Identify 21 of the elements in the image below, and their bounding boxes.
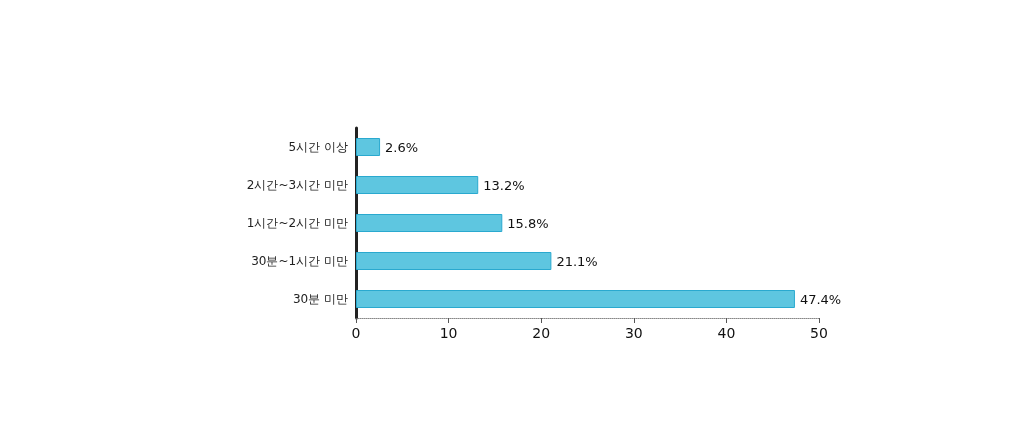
y-tick-label: 1시간~2시간 미만 — [246, 216, 348, 230]
y-tick-label: 5시간 이상 — [288, 140, 348, 154]
y-tick-label: 2시간~3시간 미만 — [246, 178, 348, 192]
x-tick-label: 30 — [624, 325, 643, 341]
y-tick-label: 30분~1시간 미만 — [251, 254, 348, 268]
bar — [356, 290, 795, 308]
x-tick-label: 40 — [717, 325, 736, 341]
data-label: 15.8% — [507, 215, 549, 231]
y-tick-label: 30분 미만 — [292, 292, 348, 306]
data-label: 47.4% — [799, 291, 842, 307]
x-tick-label: 20 — [532, 325, 551, 341]
bar — [356, 176, 479, 194]
bar — [356, 252, 552, 270]
data-label: 13.2% — [483, 177, 525, 193]
bar — [356, 214, 503, 232]
x-tick-label: 0 — [351, 325, 361, 341]
x-tick-label: 10 — [439, 325, 458, 341]
bar — [356, 138, 381, 156]
data-label: 2.6% — [385, 139, 419, 155]
data-label: 21.1% — [556, 253, 598, 269]
x-tick-label: 50 — [810, 325, 828, 341]
